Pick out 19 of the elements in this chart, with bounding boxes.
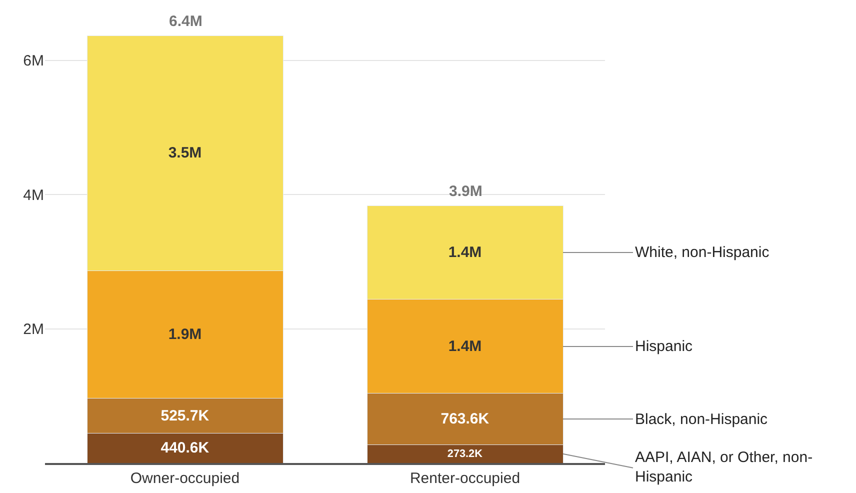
data-label: 1.9M	[168, 326, 202, 343]
text: AAPI, AIAN, or Other, non-Hispanic	[635, 449, 813, 486]
data-label: 3.5M	[168, 144, 202, 162]
y-tick-label: 6M	[23, 52, 44, 70]
text: Black, non-Hispanic	[635, 411, 768, 428]
data-label: 763.6K	[440, 410, 490, 428]
y-tick-label: 4M	[23, 186, 44, 204]
total-label: 6.4M	[169, 13, 202, 30]
x-tick-label: Owner-occupied	[130, 470, 240, 487]
data-label: 1.4M	[448, 338, 482, 355]
total-label: 3.9M	[449, 183, 482, 200]
y-tick-label: 2M	[23, 321, 44, 338]
text: Hispanic	[635, 338, 694, 355]
text: White, non-Hispanic	[635, 244, 770, 261]
data-label: 1.4M	[448, 244, 482, 262]
data-label: 525.7K	[160, 407, 210, 424]
data-label: 273.2K	[447, 448, 483, 460]
x-tick-label: Renter-occupied	[410, 470, 520, 487]
data-label: 440.6K	[160, 440, 210, 457]
